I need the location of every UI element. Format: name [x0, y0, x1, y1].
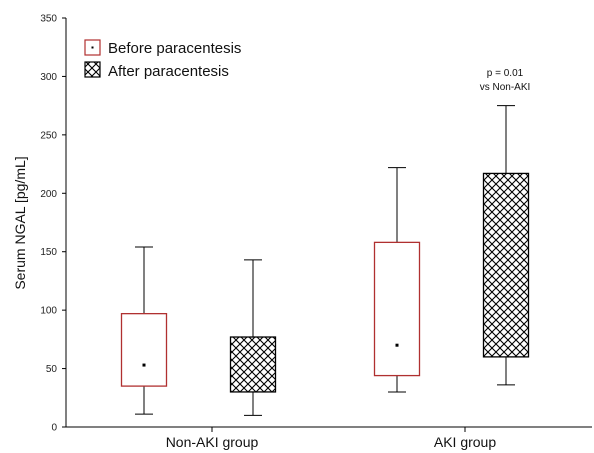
y-tick-label: 300: [40, 72, 57, 83]
legend-swatch-after: [84, 61, 101, 78]
annotation-comparison: vs Non-AKI: [480, 82, 531, 93]
box-before-non-aki: [120, 246, 168, 415]
box-after-non-aki: [229, 259, 277, 416]
box-iqr: [229, 336, 277, 393]
y-tick-label: 150: [40, 247, 57, 258]
significance-annotation: p = 0.01 vs Non-AKI: [480, 68, 531, 93]
box-iqr: [482, 172, 530, 358]
legend: Before paracentesis After paracentesis: [84, 39, 241, 80]
x-tick-label: Non-AKI group: [166, 434, 259, 450]
legend-item-before: Before paracentesis: [84, 39, 241, 57]
x-tick-label: AKI group: [434, 434, 496, 450]
y-tick-label: 350: [40, 14, 57, 25]
median-marker: [142, 363, 146, 367]
box-iqr: [120, 312, 168, 387]
legend-label-after: After paracentesis: [108, 63, 229, 80]
legend-swatch-dot: [91, 46, 94, 49]
box-after-aki: [482, 105, 530, 386]
legend-label-before: Before paracentesis: [108, 40, 241, 57]
legend-item-after: After paracentesis: [84, 61, 229, 80]
y-tick-label: 50: [46, 364, 58, 375]
box-before-aki: [373, 167, 421, 393]
y-tick-label: 0: [51, 423, 57, 434]
box-iqr: [373, 241, 421, 377]
y-tick-label: 250: [40, 130, 57, 141]
y-axis-label: Serum NGAL [pg/mL]: [12, 156, 28, 289]
annotation-p-value: p = 0.01: [487, 68, 524, 79]
y-tick-label: 200: [40, 189, 57, 200]
y-tick-label: 100: [40, 306, 57, 317]
median-marker: [395, 343, 399, 347]
